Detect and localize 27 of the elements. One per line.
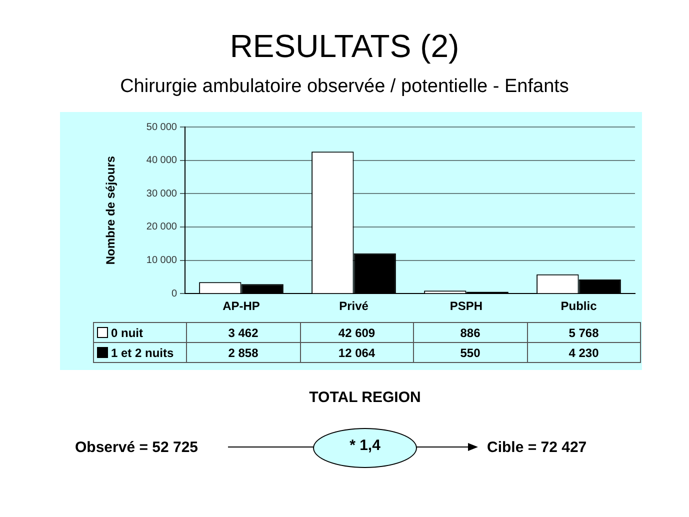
data-label: 42 609 <box>300 322 414 342</box>
data-label: 2 858 <box>186 342 300 362</box>
text: TOTAL REGION <box>308 389 422 406</box>
y-tick-label: 20 000 <box>146 222 178 233</box>
x-tick-label: Public <box>560 299 598 314</box>
y-tick-label: 30 000 <box>146 188 178 200</box>
y-tick-label: 0 <box>171 288 178 300</box>
legend-label: 1 et 2 nuits <box>94 342 186 362</box>
y-axis-title: Nombre de séjours <box>104 156 118 265</box>
y-tick-label: 40 000 <box>146 155 178 166</box>
data-label: 886 <box>414 322 527 342</box>
legend-label: 0 nuit <box>94 322 186 342</box>
text: Observé = 52 725 <box>75 439 198 456</box>
data-label: 4 230 <box>527 342 640 362</box>
y-tick-label: 10 000 <box>146 255 178 266</box>
chart-title: RESULTATS (2) <box>228 28 460 65</box>
x-tick-label: PSPH <box>450 299 483 314</box>
y-tick-label: 50 000 <box>146 122 178 133</box>
data-label: 5 768 <box>527 322 640 342</box>
data-label: 3 462 <box>186 322 300 342</box>
chart-subtitle: Chirurgie ambulatoire observée / potentielle - Enfants <box>119 76 570 98</box>
x-tick-label: AP-HP <box>222 299 260 314</box>
x-tick-label: Privé <box>339 299 369 314</box>
data-label: 12 064 <box>300 342 414 362</box>
text: * 1,4 <box>348 437 382 454</box>
text: Cible = 72 427 <box>487 439 587 456</box>
data-label: 550 <box>414 342 527 362</box>
